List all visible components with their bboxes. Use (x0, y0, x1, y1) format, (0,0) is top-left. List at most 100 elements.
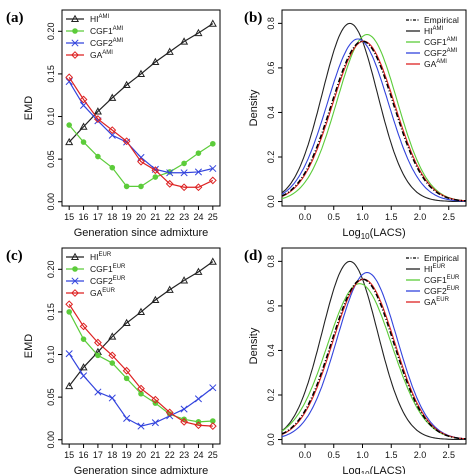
legend-entry: HIAMI (424, 26, 444, 36)
x-tick-label: 1.0 (356, 212, 369, 222)
x-axis-label-main: Log (342, 465, 360, 474)
x-tick-label: 15 (64, 450, 74, 460)
y-tick-label: 0.20 (46, 23, 56, 41)
legend-superscript: AMI (447, 48, 458, 54)
data-point (94, 388, 102, 396)
data-point (151, 57, 160, 66)
legend-marker (71, 51, 79, 59)
legend-name: HI (424, 26, 433, 36)
legend-entry: GAEUR (90, 288, 116, 298)
legend-marker (72, 266, 78, 272)
legend-name: CGF2 (424, 286, 447, 296)
x-axis-label-rest: (LACS) (370, 227, 406, 239)
y-tick-label: 0.0 (266, 433, 276, 446)
x-tick-label: 22 (165, 212, 175, 222)
y-axis-label: EMD (23, 334, 35, 359)
y-tick-label: 0.4 (266, 344, 276, 357)
density-curve-cgf1 (281, 283, 467, 440)
series-line (68, 76, 214, 188)
legend-name: Empirical (424, 15, 459, 25)
data-point (65, 137, 74, 146)
x-tick-label: 19 (122, 212, 132, 222)
x-tick-label: 16 (79, 212, 89, 222)
data-point (79, 122, 88, 130)
legend-superscript: AMI (102, 50, 113, 56)
legend-entry: GAAMI (90, 50, 113, 60)
x-tick-label: 20 (136, 450, 146, 460)
legend-name: CGF2 (90, 38, 113, 48)
data-point (180, 405, 188, 413)
data-point (108, 351, 117, 360)
data-point (166, 169, 174, 177)
density-curve-ga (281, 278, 467, 440)
legend-name: Empirical (424, 253, 459, 263)
series-line (68, 303, 213, 427)
series-ga (65, 300, 217, 431)
legend-entry: CGF2AMI (424, 48, 458, 58)
series-cgf1 (66, 309, 216, 425)
x-axis-label-sub: 10 (361, 232, 370, 241)
series-hi (65, 19, 217, 146)
panel-c: (c) 0.00 0.05 0.10 0.15 0.20 EMD 15 16 17 18 19 20 21… (6, 247, 221, 474)
x-axis-label: Log10(LACS) (342, 465, 405, 474)
plot-frame (61, 247, 221, 445)
data-point (123, 375, 130, 382)
legend-superscript: AMI (433, 26, 444, 32)
panel-label: (c) (6, 248, 23, 264)
density-curve-hi (281, 260, 466, 441)
y-tick-label: 0.00 (46, 431, 56, 449)
x-axis-label-sub: 10 (361, 470, 370, 474)
data-point (79, 363, 88, 371)
data-point (80, 139, 87, 145)
legend-superscript: AMI (436, 59, 447, 65)
data-point (210, 140, 216, 147)
data-point (209, 384, 217, 392)
data-point (194, 28, 203, 37)
x-tick-label: 0.0 (299, 450, 312, 460)
data-point (208, 19, 217, 27)
data-point (94, 115, 102, 123)
data-point (109, 164, 116, 171)
data-point (151, 166, 160, 175)
legend-marker (70, 14, 80, 23)
data-point (181, 160, 187, 167)
data-point (65, 350, 73, 358)
y-axis-label: Density (248, 327, 260, 364)
data-point (66, 122, 72, 128)
x-tick-label: 23 (179, 212, 189, 222)
y-tick-label: 0.15 (46, 303, 56, 321)
x-tick-label: 24 (193, 450, 203, 460)
x-tick-label: 2.0 (414, 212, 427, 222)
legend-superscript: EUR (447, 286, 460, 292)
legend-name: GA (424, 59, 437, 69)
legend-entry: HIAMI (90, 14, 110, 24)
legend-entry: CGF1EUR (424, 275, 460, 285)
density-curve-empirical (281, 40, 467, 202)
x-tick-label: 21 (150, 212, 160, 222)
data-point (137, 384, 145, 393)
data-point (65, 300, 74, 309)
legend-superscript: AMI (447, 37, 458, 43)
plot-frame (281, 247, 467, 445)
x-tick-label: 16 (79, 450, 89, 460)
data-point (180, 37, 189, 45)
legend-entry: CGF2AMI (90, 38, 124, 48)
x-tick-label: 19 (122, 450, 132, 460)
legend-superscript: EUR (447, 275, 460, 281)
legend-marker (71, 39, 79, 47)
y-tick-label: 0.15 (46, 65, 56, 83)
data-point (79, 372, 88, 380)
data-point (137, 153, 145, 161)
legend-name: GA (90, 50, 103, 60)
legend-entry: GAAMI (424, 59, 447, 69)
data-point (151, 295, 160, 304)
density-curve-cgf1 (281, 34, 467, 202)
y-axis-label: EMD (23, 96, 35, 121)
data-point (123, 183, 130, 190)
data-point (165, 47, 174, 55)
legend-name: CGF1 (90, 264, 113, 274)
data-point (65, 78, 73, 86)
panel-label: (a) (6, 10, 24, 26)
x-tick-label: 1.5 (385, 212, 398, 222)
